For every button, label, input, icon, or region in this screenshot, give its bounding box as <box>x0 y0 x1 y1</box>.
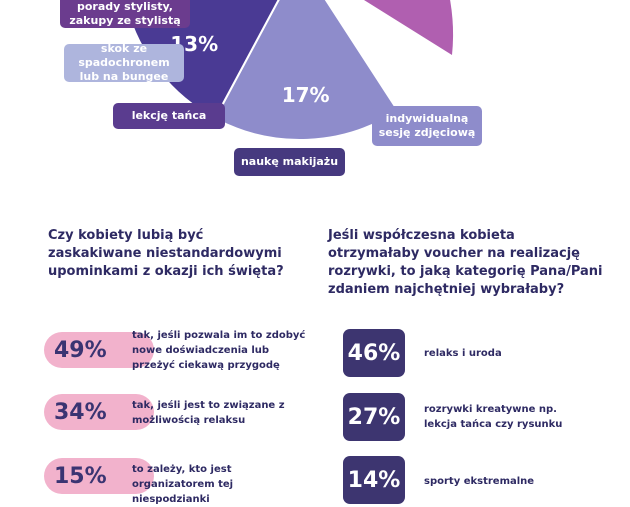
slice-label-photo: indywidualną sesję zdjęciową <box>372 106 482 146</box>
left-row-text: to zależy, kto jest organizatorem tej ni… <box>132 464 234 505</box>
slice-label-stylist: porady stylisty, zakupy ze stylistą <box>60 0 190 28</box>
right-row-value: 27% <box>343 393 405 441</box>
slice-label-dance: lekcję tańca <box>113 103 225 129</box>
left-row-pill: 49% <box>44 332 154 368</box>
right-row-text: rozrywki kreatywne np. lekcja tańca czy … <box>424 404 563 430</box>
left-row-pill: 34% <box>44 394 154 430</box>
right-row-value: 14% <box>343 456 405 504</box>
right-row-text: sporty ekstremalne <box>424 476 535 487</box>
pie-slice-large-magenta <box>364 0 454 55</box>
slice-label-skydive: skok ze spadochronem lub na bungee <box>64 42 184 83</box>
left-row-pill: 15% <box>44 458 154 494</box>
right-row-value: 46% <box>343 329 405 377</box>
right-question: Jeśli współczesna kobieta otrzymałaby vo… <box>328 228 603 297</box>
left-question: Czy kobiety lubią być zaskakiwane niesta… <box>48 228 284 279</box>
right-row-text: relaks i uroda <box>424 348 502 359</box>
slice-label-makeup: naukę makijażu <box>234 148 345 176</box>
left-row-text: tak, jeśli jest to związane z możliwości… <box>132 400 285 426</box>
pie-slice-value: 17% <box>282 83 330 107</box>
left-row-text: tak, jeśli pozwala im to zdobyć nowe doś… <box>132 330 306 371</box>
